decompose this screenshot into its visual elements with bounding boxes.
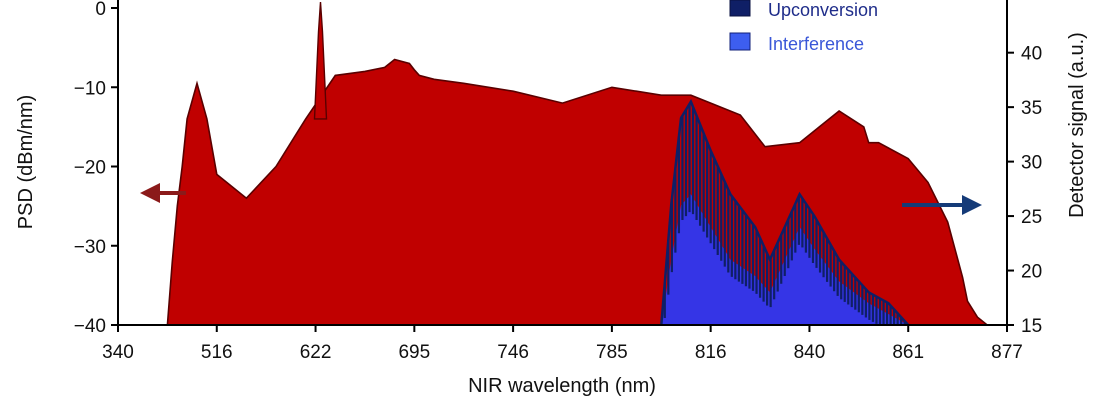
y-left-tick-label: −10 [74, 78, 106, 99]
left-arrow [140, 183, 186, 203]
legend-swatch-upconversion [729, 0, 751, 17]
x-tick-label: 816 [695, 342, 727, 363]
y-left-tick-label: −20 [74, 158, 106, 179]
x-tick-label: 340 [102, 342, 134, 363]
upconversion-line [660, 98, 910, 325]
x-tick-label: 622 [300, 342, 332, 363]
y-right-tick-label: 25 [1021, 207, 1042, 228]
y-left-tick-label: −40 [74, 316, 106, 337]
y-left-ticks: 0 −10 −20 −30 −40 [74, 0, 118, 337]
y-axis-right-label: Detector signal (a.u.) [1066, 32, 1088, 218]
x-tick-label: 785 [596, 342, 628, 363]
x-tick-label: 695 [398, 342, 430, 363]
y-right-ticks: 15 20 25 30 35 40 [1007, 44, 1042, 337]
x-tick-label: 861 [892, 342, 924, 363]
y-right-tick-label: 15 [1021, 316, 1042, 337]
x-tick-label: 516 [201, 342, 233, 363]
legend: Upconversion Interference [729, 0, 878, 54]
x-ticks: 340 516 622 695 746 785 816 840 861 877 [102, 325, 1023, 363]
legend-swatch-interference [729, 32, 751, 51]
y-right-tick-label: 35 [1021, 98, 1042, 119]
x-axis-label: NIR wavelength (nm) [468, 375, 656, 397]
legend-label-upconversion: Upconversion [768, 0, 878, 20]
interference-area [661, 194, 909, 325]
x-tick-label: 840 [794, 342, 826, 363]
legend-label-interference: Interference [768, 34, 864, 54]
y-axis-left-label: PSD (dBm/nm) [15, 95, 37, 229]
x-tick-label: 746 [497, 342, 529, 363]
y-left-tick-label: −30 [74, 237, 106, 258]
right-arrow [902, 195, 982, 215]
y-right-tick-label: 30 [1021, 153, 1042, 174]
upconversion-fringes [663, 104, 906, 325]
x-tick-label: 877 [991, 342, 1023, 363]
y-right-tick-label: 20 [1021, 262, 1042, 283]
psd-area [166, 58, 1007, 325]
psd-spike [313, 1, 328, 120]
y-left-tick-label: 0 [95, 0, 106, 20]
y-right-tick-label: 40 [1021, 44, 1042, 65]
